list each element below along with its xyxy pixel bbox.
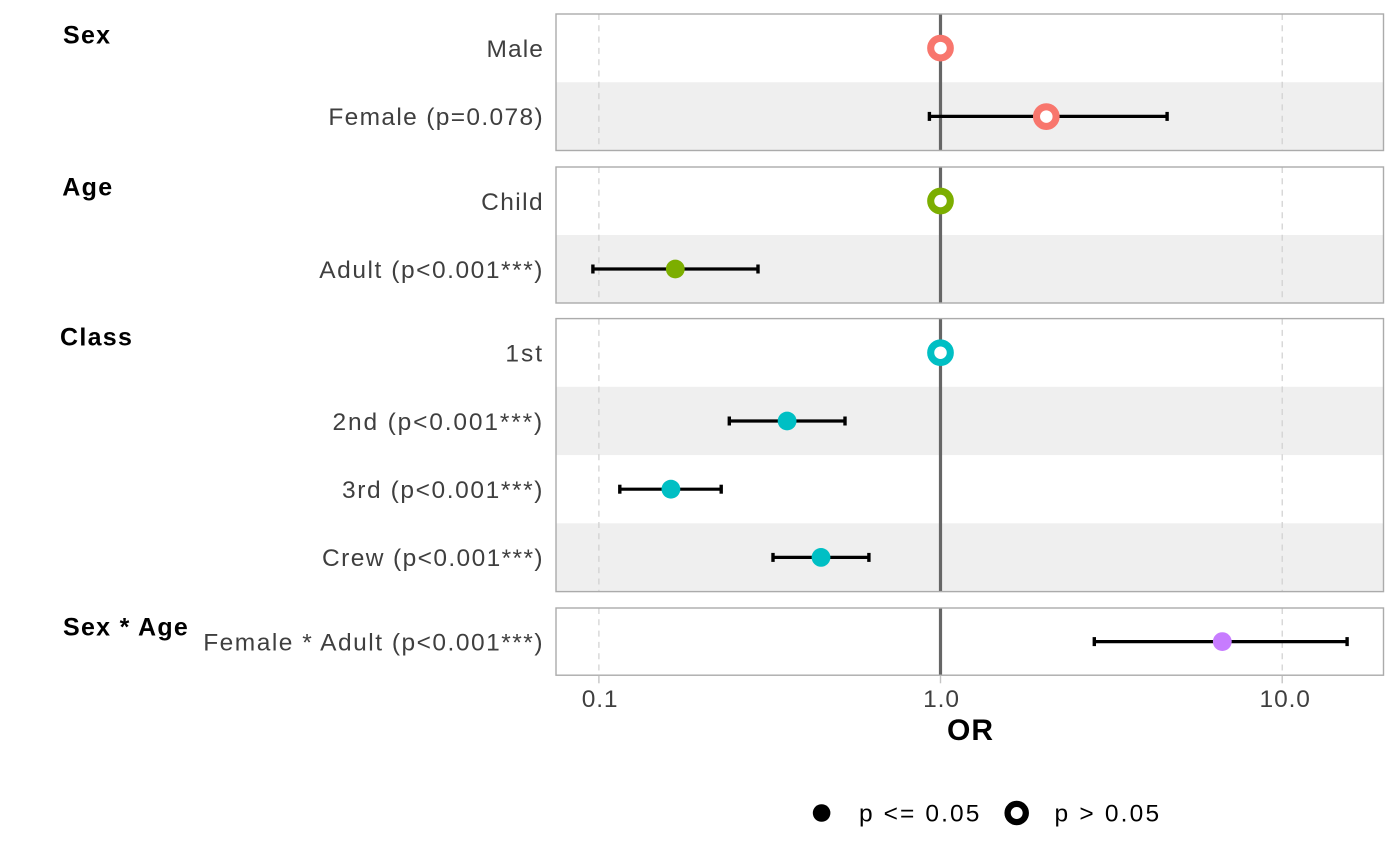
svg-text:Sex: Sex: [63, 21, 111, 49]
svg-text:OR: OR: [947, 714, 994, 747]
svg-text:Crew (p<0.001***): Crew (p<0.001***): [322, 545, 544, 572]
svg-text:Child: Child: [481, 189, 544, 216]
svg-text:Sex * Age: Sex * Age: [63, 613, 189, 641]
svg-text:Age: Age: [62, 173, 113, 201]
svg-text:Adult (p<0.001***): Adult (p<0.001***): [319, 257, 544, 284]
svg-text:2nd (p<0.001***): 2nd (p<0.001***): [333, 409, 544, 436]
svg-text:0.1: 0.1: [582, 686, 619, 713]
svg-text:Class: Class: [60, 324, 133, 352]
svg-text:Female (p=0.078): Female (p=0.078): [328, 104, 544, 131]
svg-text:p > 0.05: p > 0.05: [1055, 801, 1162, 828]
svg-text:1st: 1st: [505, 341, 544, 368]
svg-text:p <= 0.05: p <= 0.05: [859, 801, 981, 828]
svg-text:Female * Adult (p<0.001***): Female * Adult (p<0.001***): [203, 629, 544, 656]
svg-text:10.0: 10.0: [1260, 686, 1311, 713]
svg-text:3rd (p<0.001***): 3rd (p<0.001***): [342, 477, 544, 504]
svg-text:1.0: 1.0: [923, 686, 960, 713]
svg-text:Male: Male: [486, 36, 544, 63]
